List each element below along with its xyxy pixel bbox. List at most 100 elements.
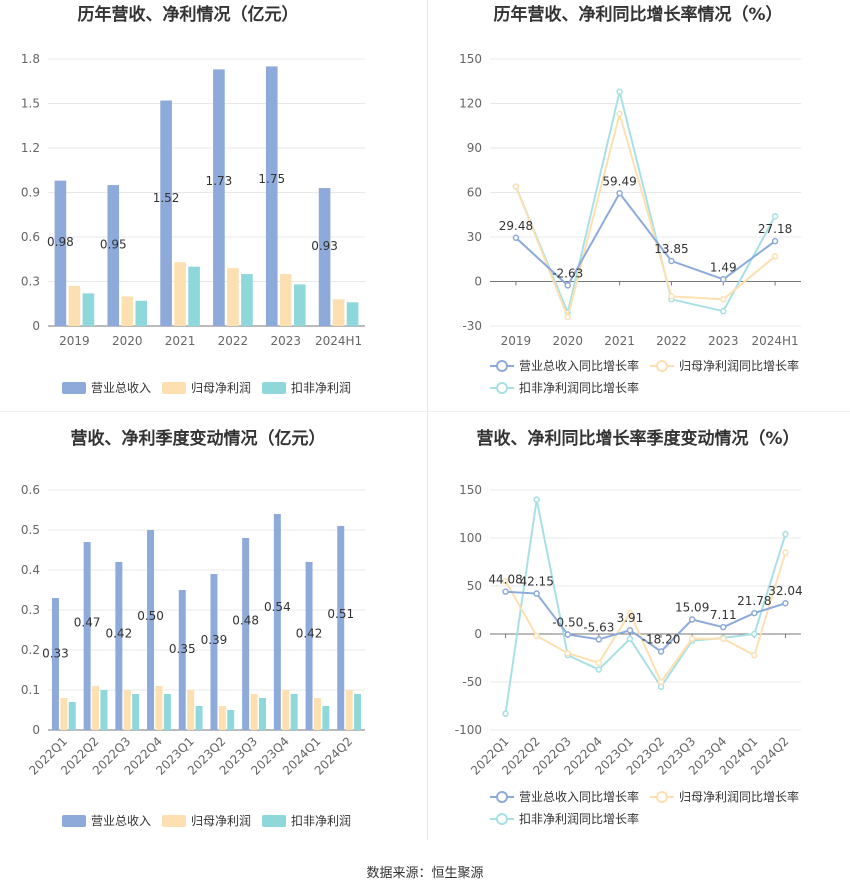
bar-deducted-net-profit: [82, 293, 95, 326]
bar-deducted-net-profit: [290, 694, 298, 730]
data-label: 0.95: [100, 237, 127, 251]
data-label: 0.42: [296, 627, 323, 641]
data-label: 0.33: [42, 646, 69, 660]
legend-swatch: [62, 815, 86, 827]
quarterly-bar-chart-svg: 营收、净利季度变动情况（亿元）00.10.20.30.40.50.62022Q1…: [21, 428, 365, 828]
bar-parent-net-profit: [174, 262, 186, 326]
x-tick-label: 2019: [59, 334, 90, 348]
line-series-revenue-growth: [515, 191, 776, 287]
line-point: [782, 599, 789, 607]
bar-revenue: [305, 562, 313, 730]
legend-swatch: [262, 382, 286, 394]
quarterly-growth-line-chart-svg: 营收、净利同比增长率季度变动情况（%）-100-500501001502022Q…: [455, 428, 803, 826]
data-label: 7.11: [710, 608, 737, 622]
y-tick-label: -100: [455, 723, 482, 737]
y-tick-label: 0: [32, 723, 40, 737]
line-point: [512, 183, 520, 190]
chart-title: 历年营收、净利同比增长率情况（%）: [493, 4, 782, 25]
x-tick-label: 2024H1: [315, 334, 362, 348]
line-point: [616, 88, 623, 95]
data-label: 0.35: [169, 642, 196, 656]
legend-label: 营业总收入: [91, 814, 151, 828]
line-point: [533, 496, 540, 503]
line-point: [771, 253, 779, 260]
line-point: [751, 651, 758, 659]
bar-revenue: [318, 188, 331, 326]
annual-bar-chart-svg: 历年营收、净利情况（亿元） 0 0.3 0.6 0.9 1.2 1.5 1.8 2019 2020…: [21, 4, 365, 395]
y-tick-label: 150: [459, 52, 482, 66]
line-point: [533, 590, 540, 597]
y-tick-label: 50: [467, 579, 482, 593]
bar-revenue: [242, 538, 250, 730]
y-tick-label: 0.2: [21, 643, 40, 657]
bar-parent-net-profit: [279, 274, 292, 326]
data-label: 0.93: [311, 239, 338, 253]
quarterly-growth-line-chart: 营收、净利同比增长率季度变动情况（%） -100 -50 0 50 100 150 2022Q…: [428, 412, 850, 842]
line-series-parent-profit-growth: [514, 110, 776, 321]
bar-parent-net-profit: [345, 690, 353, 730]
line-point: [720, 307, 727, 315]
line-series-parent-profit-growth: [504, 552, 787, 684]
legend-label: 归母净利润: [191, 814, 251, 828]
line-point: [771, 212, 779, 220]
x-tick-label: 2022: [656, 334, 687, 348]
line-series-deducted-profit-growth: [514, 91, 776, 316]
line-point: [564, 282, 571, 289]
bar-deducted-net-profit: [188, 266, 200, 326]
legend-label: 扣非净利润: [291, 381, 351, 395]
data-label: 0.54: [264, 600, 291, 614]
bar-deducted-net-profit: [163, 694, 171, 730]
annual-growth-line-chart-svg: 历年营收、净利同比增长率情况（%） -30 0 30 60 90 120 150 2019 202…: [459, 4, 801, 395]
line-point: [720, 623, 727, 631]
data-label: 0.42: [105, 627, 132, 641]
data-label: 13.85: [654, 242, 688, 256]
line-point: [751, 630, 758, 638]
bar-revenue: [178, 590, 186, 730]
bar-deducted-net-profit: [132, 694, 140, 730]
line-point: [751, 609, 758, 617]
bar-revenue: [51, 598, 59, 730]
line-point: [720, 635, 727, 643]
y-tick-label: 0.5: [21, 523, 40, 537]
y-tick-label: 100: [459, 531, 482, 545]
line-point: [533, 632, 540, 640]
line-point: [688, 616, 696, 623]
x-tick-label: 2019: [501, 334, 532, 348]
y-tick-label: 90: [467, 141, 482, 155]
chart-title: 营收、净利季度变动情况（亿元）: [71, 428, 326, 449]
x-tick-label: 2023: [708, 334, 739, 348]
line-point: [502, 710, 509, 717]
line-point: [657, 648, 665, 655]
data-label: 3.91: [617, 611, 644, 625]
data-label: 0.39: [201, 633, 228, 647]
data-label: -5.63: [583, 620, 614, 634]
y-tick-label: 0.9: [21, 186, 40, 200]
line-series-deducted-profit-growth: [504, 499, 787, 714]
bar-revenue: [213, 69, 225, 326]
data-label: -18.20: [642, 632, 681, 646]
quarterly-bar-chart: 营收、净利季度变动情况（亿元） 0 0.1 0.2 0.3 0.4 0.5 0.6 2022Q1…: [0, 412, 425, 842]
legend-label: 归母净利润: [191, 381, 251, 395]
line-point: [688, 635, 696, 643]
y-tick-label: -30: [462, 319, 482, 333]
bar-revenue: [210, 574, 218, 730]
x-tick-label: 2023: [270, 334, 301, 348]
legend-label: 营业总收入: [91, 381, 151, 395]
bar-deducted-net-profit: [227, 710, 235, 730]
legend-swatch: [162, 382, 186, 394]
x-tick-label: 2022: [218, 334, 249, 348]
line-point: [595, 666, 603, 673]
legend-marker: [656, 360, 668, 372]
bar-revenue: [265, 66, 278, 327]
data-label: 21.78: [737, 594, 771, 608]
data-label: -0.50: [552, 615, 583, 629]
data-source-label: 数据来源：恒生聚源: [366, 866, 484, 881]
chart-title: 历年营收、净利情况（亿元）: [78, 4, 299, 25]
bar-revenue: [54, 180, 67, 326]
y-tick-label: -50: [462, 675, 482, 689]
bar-parent-net-profit: [123, 690, 131, 730]
bar-parent-net-profit: [227, 268, 239, 326]
line-point: [595, 636, 603, 643]
bar-parent-net-profit: [155, 686, 163, 730]
legend-label: 扣非净利润同比增长率: [519, 811, 639, 826]
